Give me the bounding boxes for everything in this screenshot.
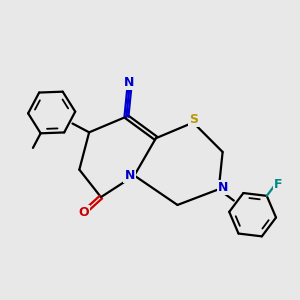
- Text: F: F: [274, 178, 283, 191]
- Text: N: N: [124, 76, 135, 89]
- Text: O: O: [79, 206, 89, 219]
- Text: S: S: [189, 113, 198, 126]
- Text: N: N: [124, 169, 135, 182]
- Text: N: N: [218, 181, 229, 194]
